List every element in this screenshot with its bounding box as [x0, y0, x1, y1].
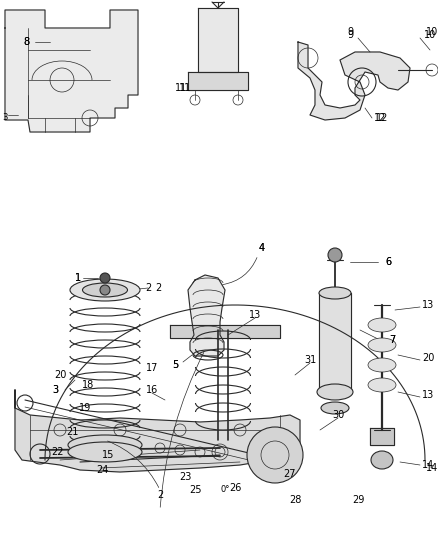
- Text: 2: 2: [145, 283, 151, 293]
- Ellipse shape: [319, 287, 351, 299]
- Text: 2: 2: [155, 283, 161, 293]
- Text: 7: 7: [389, 335, 395, 345]
- Text: 10: 10: [424, 30, 436, 40]
- Ellipse shape: [368, 338, 396, 352]
- Text: 14: 14: [422, 460, 434, 470]
- Text: 5: 5: [172, 360, 178, 370]
- Text: 23: 23: [179, 472, 191, 482]
- Text: 29: 29: [352, 495, 364, 505]
- Ellipse shape: [368, 318, 396, 332]
- Circle shape: [328, 248, 342, 262]
- Circle shape: [100, 285, 110, 295]
- Text: 26: 26: [229, 483, 241, 493]
- Ellipse shape: [68, 435, 142, 455]
- Text: 30: 30: [332, 410, 344, 420]
- Text: 20: 20: [422, 353, 434, 363]
- Text: 10: 10: [426, 27, 438, 37]
- Polygon shape: [188, 72, 248, 90]
- Ellipse shape: [317, 384, 353, 400]
- Text: 13: 13: [422, 300, 434, 310]
- Text: 1: 1: [75, 273, 81, 283]
- Text: 8: 8: [23, 37, 29, 47]
- Text: 19: 19: [79, 403, 91, 413]
- Ellipse shape: [368, 358, 396, 372]
- Text: 11: 11: [179, 83, 191, 93]
- Text: 6: 6: [385, 257, 391, 267]
- Ellipse shape: [371, 451, 393, 469]
- Text: 13: 13: [422, 390, 434, 400]
- Text: 25: 25: [189, 485, 201, 495]
- Polygon shape: [370, 428, 394, 445]
- Text: 18: 18: [82, 380, 94, 390]
- Text: 0°: 0°: [220, 486, 230, 495]
- Ellipse shape: [70, 279, 140, 301]
- Text: 3: 3: [52, 385, 58, 395]
- Text: 15: 15: [102, 450, 114, 460]
- Text: 22: 22: [52, 447, 64, 457]
- Text: 4: 4: [259, 243, 265, 253]
- Text: 3: 3: [2, 114, 8, 123]
- Polygon shape: [198, 8, 238, 72]
- Text: 3: 3: [52, 385, 58, 395]
- Text: 11: 11: [175, 83, 187, 93]
- Text: 9: 9: [347, 27, 353, 37]
- Circle shape: [247, 427, 303, 483]
- Text: 4: 4: [259, 243, 265, 253]
- Text: 8: 8: [23, 37, 29, 47]
- Ellipse shape: [321, 402, 349, 414]
- Text: 28: 28: [289, 495, 301, 505]
- Polygon shape: [5, 10, 138, 132]
- Text: 2: 2: [157, 490, 163, 500]
- Text: 9: 9: [347, 30, 353, 40]
- Text: 21: 21: [66, 427, 78, 437]
- Text: 7: 7: [389, 335, 395, 345]
- Text: 16: 16: [146, 385, 158, 395]
- Circle shape: [100, 273, 110, 283]
- Polygon shape: [188, 275, 225, 356]
- Text: 12: 12: [376, 113, 388, 123]
- Polygon shape: [298, 42, 410, 120]
- Polygon shape: [170, 325, 280, 338]
- Text: 13: 13: [249, 310, 261, 320]
- Polygon shape: [319, 293, 351, 390]
- Text: 5: 5: [172, 360, 178, 370]
- Ellipse shape: [368, 378, 396, 392]
- Text: 27: 27: [284, 469, 296, 479]
- Ellipse shape: [68, 442, 142, 462]
- Text: 1: 1: [75, 273, 81, 283]
- Text: 12: 12: [374, 113, 386, 123]
- Text: 14: 14: [426, 463, 438, 473]
- Text: 17: 17: [146, 363, 158, 373]
- Text: 6: 6: [385, 257, 391, 267]
- Polygon shape: [15, 390, 300, 472]
- Text: 24: 24: [96, 465, 108, 475]
- Text: 31: 31: [304, 355, 316, 365]
- Ellipse shape: [82, 283, 127, 297]
- Text: 20: 20: [54, 370, 66, 380]
